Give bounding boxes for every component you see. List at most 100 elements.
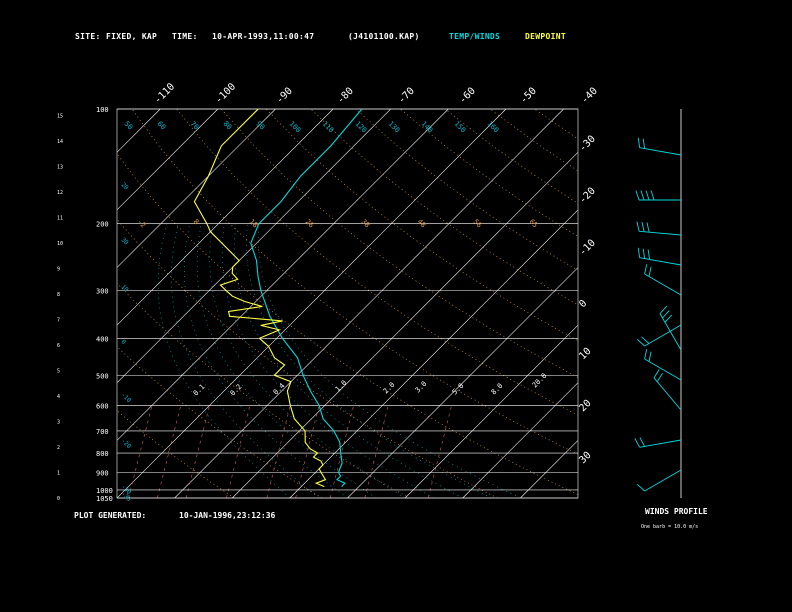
theta-top-label: 130 bbox=[387, 120, 402, 135]
dry-adiabat bbox=[534, 109, 578, 140]
wind-barb-flag bbox=[642, 248, 646, 259]
isobar-label: 300 bbox=[96, 288, 109, 296]
isotherm-right-label: -10 bbox=[577, 238, 598, 259]
mixing-ratio-line bbox=[295, 405, 320, 498]
wind-barb-shaft bbox=[659, 313, 682, 351]
wind-barb-flag bbox=[637, 247, 641, 258]
barb-note: One barb = 10.0 m/s bbox=[641, 524, 699, 530]
isotherm-line bbox=[0, 109, 45, 498]
theta-left-label: 10 bbox=[120, 283, 130, 293]
moist-adiabat bbox=[196, 223, 377, 498]
moist-adiabat bbox=[184, 223, 348, 498]
dry-adiabat-label: 48 bbox=[416, 218, 428, 230]
wind-barb-flag bbox=[656, 372, 663, 382]
isotherm-line bbox=[404, 324, 578, 498]
theta-top-label: 110 bbox=[321, 120, 336, 135]
legend-temp-winds: TEMP/WINDS bbox=[449, 32, 501, 41]
isobar-label: 600 bbox=[96, 402, 109, 410]
wind-barb-shaft bbox=[644, 324, 682, 347]
isobar-label: 500 bbox=[96, 372, 109, 380]
wind-barb-shaft bbox=[639, 257, 682, 266]
isotherm-line bbox=[347, 267, 578, 498]
height-tick-label: 5 bbox=[57, 369, 60, 375]
theta-top-label: 160 bbox=[486, 120, 501, 135]
wind-barb-shaft bbox=[644, 273, 682, 296]
dry-adiabat-label: 65 bbox=[528, 218, 540, 230]
isobar-label: 200 bbox=[96, 221, 109, 229]
dry-adiabat bbox=[117, 346, 323, 498]
isotherm-line bbox=[117, 109, 334, 326]
wind-barb-flag bbox=[646, 222, 650, 233]
isotherm-right-label: -30 bbox=[577, 134, 598, 155]
dry-adiabat-label: 26 bbox=[304, 218, 316, 230]
legend-dewpoint: DEWPOINT bbox=[525, 32, 566, 41]
skewt-marks: 1050100090080070060050040030020010001234… bbox=[57, 81, 600, 503]
theta-left-label: -10 bbox=[120, 391, 133, 404]
winds-profile-label: WINDS PROFILE bbox=[645, 507, 708, 516]
isotherm-top-label: -90 bbox=[274, 86, 295, 107]
wind-barb-flag bbox=[642, 138, 646, 149]
dry-adiabat-label: 18 bbox=[248, 218, 260, 230]
wind-barb-flag bbox=[640, 190, 645, 201]
mixing-ratio-label: 0.1 bbox=[192, 383, 207, 398]
dry-adiabat-label: 8 bbox=[192, 218, 201, 227]
wind-barb-flag bbox=[644, 349, 648, 360]
mixing-ratio-label: 2.0 bbox=[382, 381, 397, 396]
isotherm-line bbox=[117, 109, 219, 211]
theta-left-label: 20 bbox=[120, 181, 130, 191]
isotherm-top-label: -50 bbox=[518, 86, 539, 107]
wind-barb-shaft bbox=[639, 439, 682, 448]
isotherm-right-label: 20 bbox=[577, 398, 593, 414]
mixing-ratio-line bbox=[128, 405, 153, 498]
isotherm-line bbox=[117, 109, 391, 384]
isotherm-line bbox=[232, 151, 578, 498]
height-tick-label: 3 bbox=[57, 420, 60, 426]
theta-top-label: 90 bbox=[255, 120, 267, 132]
isotherm-line bbox=[0, 109, 103, 498]
height-tick-label: 2 bbox=[57, 445, 60, 451]
mixing-ratio-line bbox=[329, 405, 354, 498]
mixing-ratio-line bbox=[185, 405, 210, 498]
height-tick-label: 10 bbox=[57, 241, 63, 247]
height-tick-label: 8 bbox=[57, 292, 60, 298]
isotherm-top-label: -80 bbox=[335, 86, 356, 107]
mixing-ratio-label: 1.0 bbox=[334, 379, 349, 394]
moist-adiabat bbox=[158, 223, 291, 498]
site-value: FIXED, KAP bbox=[106, 32, 158, 41]
moist-adiabat bbox=[170, 223, 319, 498]
dry-adiabat bbox=[176, 109, 578, 416]
mixing-ratio-line bbox=[364, 405, 389, 498]
dry-adiabat bbox=[131, 109, 578, 455]
dewpoint-line bbox=[193, 108, 327, 488]
wind-barb-shaft bbox=[653, 377, 682, 411]
time-value: 10-APR-1993,11:00:47 bbox=[212, 32, 315, 41]
plot-generated-label: PLOT GENERATED: bbox=[74, 511, 147, 520]
theta-top-label: 120 bbox=[354, 120, 369, 135]
wind-barb-flag bbox=[635, 190, 640, 201]
dry-adiabat bbox=[221, 109, 578, 378]
isobar-label: 900 bbox=[96, 469, 109, 477]
dry-adiabat bbox=[400, 109, 578, 237]
wind-barb-flag bbox=[662, 310, 670, 319]
time-label: TIME: bbox=[172, 32, 198, 41]
wind-barb-shaft bbox=[644, 358, 682, 381]
site-label: SITE: bbox=[75, 32, 101, 41]
height-tick-label: 13 bbox=[57, 165, 63, 171]
mixing-ratio-label: 5.0 bbox=[451, 382, 466, 397]
plot-area bbox=[0, 109, 578, 498]
wind-barb-flag bbox=[639, 437, 645, 447]
height-tick-label: 15 bbox=[57, 114, 63, 120]
theta-top-label: 100 bbox=[288, 120, 303, 135]
moist-adiabat bbox=[258, 223, 521, 498]
wind-barb-flag bbox=[664, 314, 673, 323]
height-tick-label: 0 bbox=[57, 496, 60, 502]
dry-adiabat-label: 38 bbox=[360, 218, 372, 230]
dry-adiabat bbox=[444, 109, 578, 204]
mixing-ratio-line bbox=[266, 405, 291, 498]
height-tick-label: 11 bbox=[57, 216, 63, 222]
wind-barb-flag bbox=[659, 305, 668, 314]
theta-top-label: 140 bbox=[420, 120, 435, 135]
theta-top-label: 150 bbox=[453, 120, 468, 135]
isobar-label: 1000 bbox=[96, 487, 113, 495]
